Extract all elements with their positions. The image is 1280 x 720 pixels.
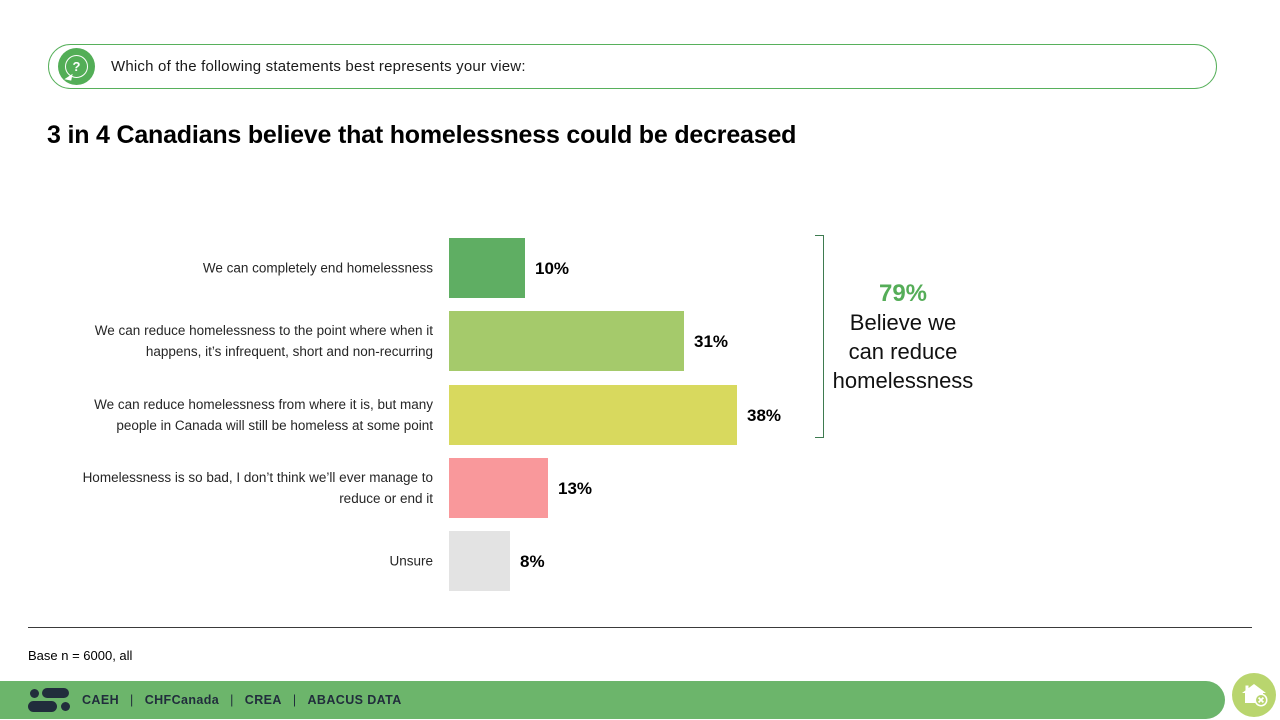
annotation-percent: 79% [878, 280, 928, 307]
footer-orgs: CAEH | CHFCanada | CREA | ABACUS DATA [82, 693, 402, 707]
footer-org: CAEH [82, 693, 120, 707]
bar [449, 458, 548, 518]
value-label: 38% [747, 406, 782, 425]
bar [449, 531, 510, 591]
annotation-block: 79% Believe we can reduce homelessness [803, 279, 1003, 395]
bar [449, 311, 684, 371]
footer-separator: | [230, 693, 234, 707]
question-text: Which of the following statements best r… [111, 58, 526, 75]
value-label: 31% [694, 332, 729, 351]
footer-org: ABACUS DATA [307, 693, 402, 707]
annotation-line: can reduce [848, 339, 958, 364]
value-label: 10% [535, 259, 570, 278]
annotation-line: homelessness [832, 368, 974, 393]
bar [449, 385, 737, 445]
annotation-line: Believe we [849, 310, 957, 335]
value-label: 13% [558, 479, 593, 498]
category-label: Unsure [389, 553, 433, 569]
question-banner: ? Which of the following statements best… [48, 44, 1217, 89]
category-label: Homelessness is so bad, I don’t think we… [82, 470, 433, 506]
home-logo-icon [1232, 673, 1276, 717]
page-title: 3 in 4 Canadians believe that homelessne… [47, 121, 797, 149]
value-label: 8% [520, 552, 545, 571]
category-label: We can reduce homelessness from where it… [94, 397, 433, 433]
category-label: We can reduce homelessness to the point … [94, 323, 433, 359]
bar [449, 238, 525, 298]
speech-bubble-shape: ? [65, 55, 88, 78]
bracket-annotation [815, 235, 824, 438]
footer-org: CREA [244, 693, 282, 707]
footer-separator: | [292, 693, 297, 707]
footer-org: CHFCanada [144, 693, 220, 707]
footer-bar: CAEH | CHFCanada | CREA | ABACUS DATA [0, 681, 1225, 719]
category-label: We can completely end homelessness [202, 260, 433, 276]
house-glyph [1241, 684, 1267, 707]
question-bubble-icon: ? [58, 48, 95, 85]
abacus-logo-icon [28, 688, 70, 712]
footer-separator: | [130, 693, 134, 707]
footnote-divider [28, 627, 1252, 628]
question-mark-glyph: ? [72, 59, 81, 74]
base-footnote: Base n = 6000, all [28, 648, 133, 663]
